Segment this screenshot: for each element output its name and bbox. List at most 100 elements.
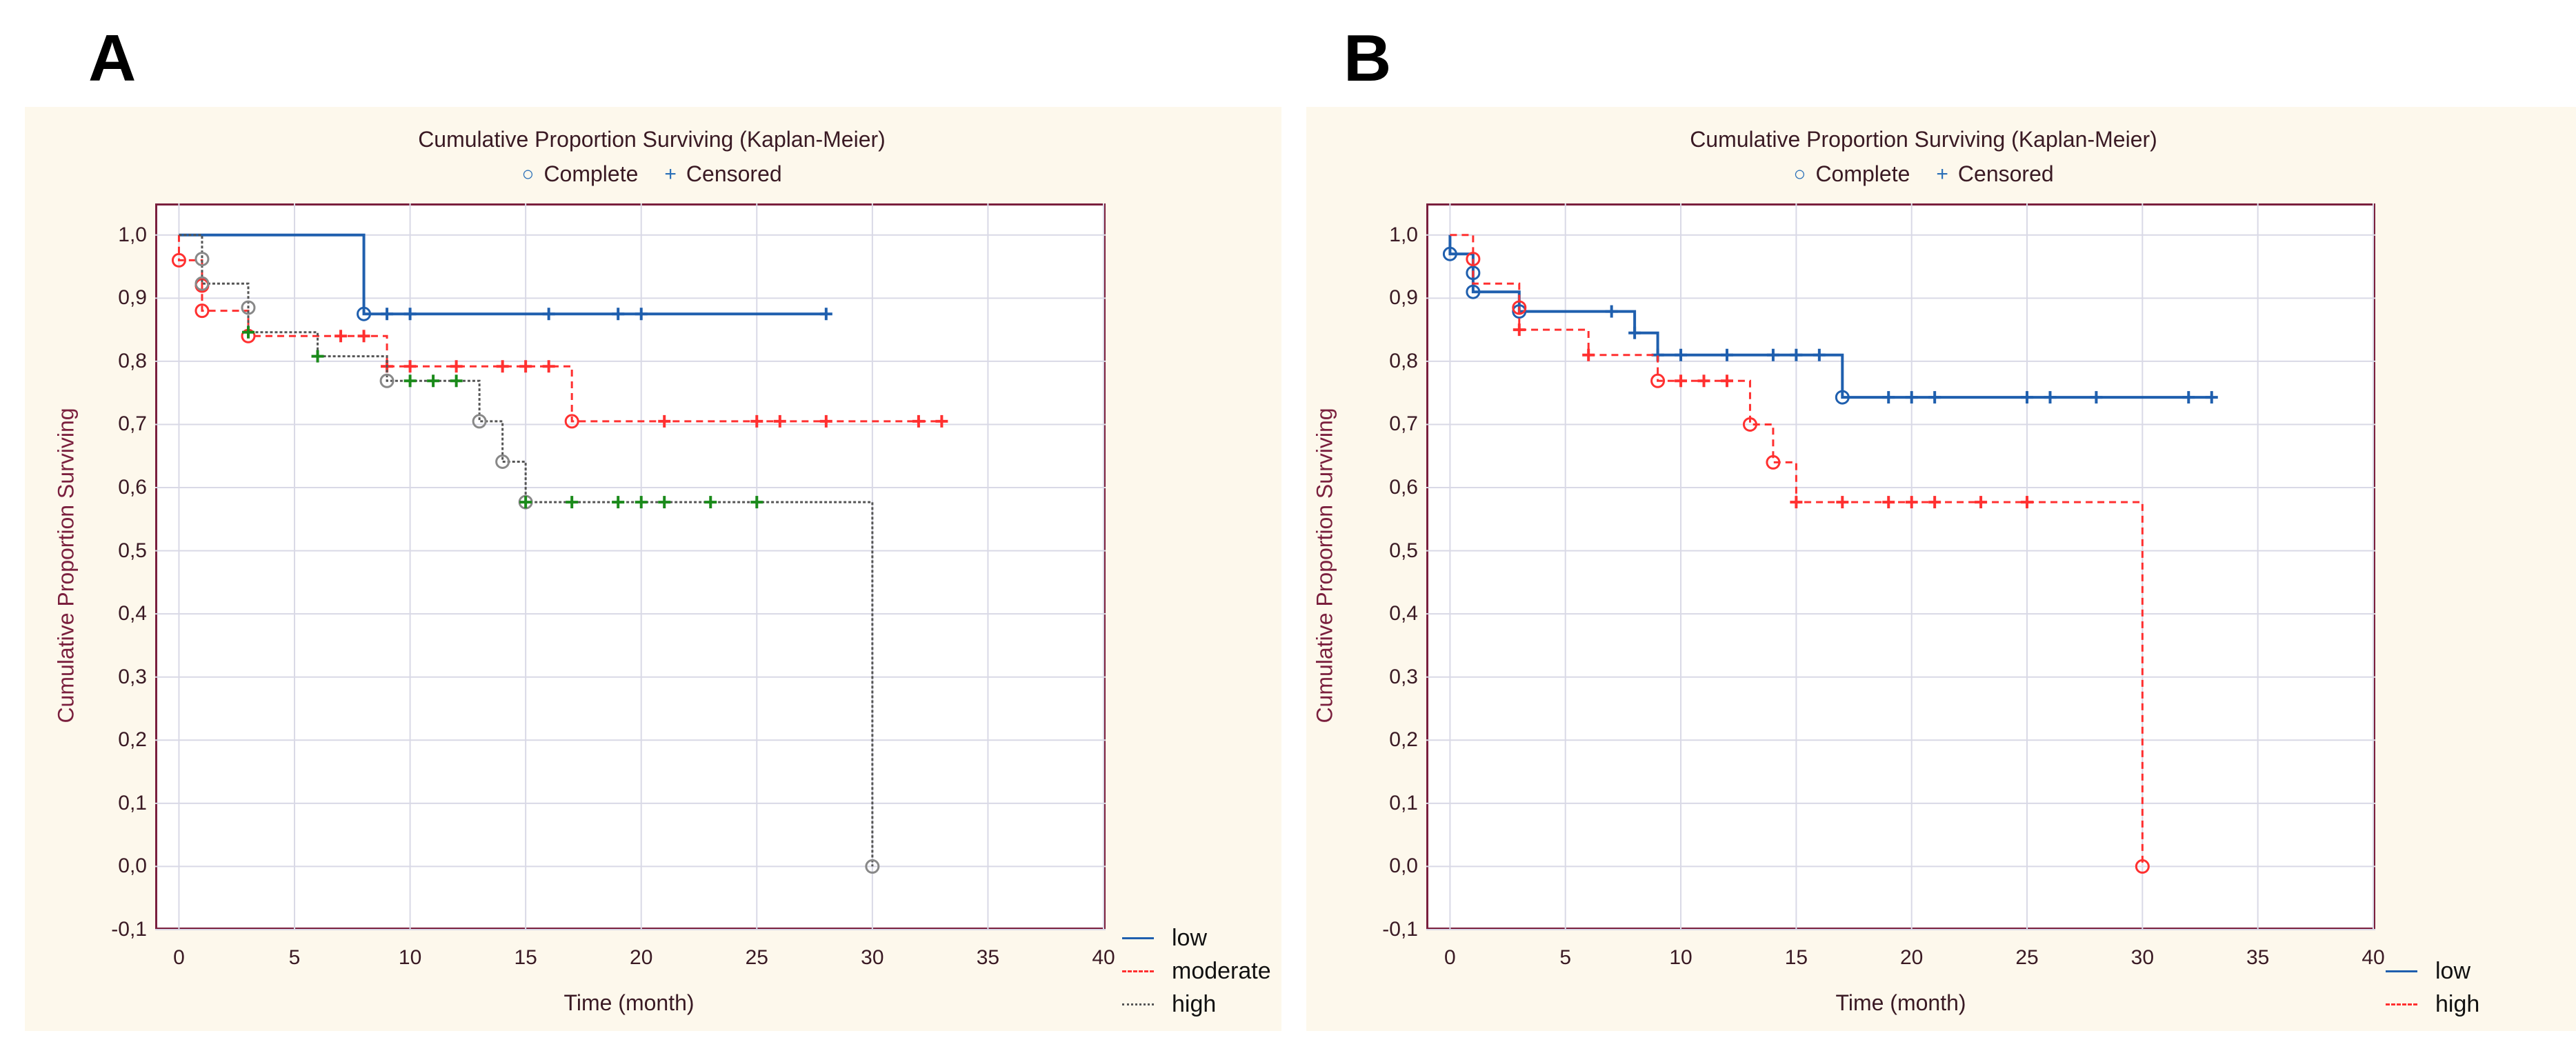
censored-marker-low xyxy=(403,308,417,321)
censored-marker-low xyxy=(1675,348,1688,361)
censored-marker-high xyxy=(1905,496,1918,509)
censored-marker-high xyxy=(1975,496,1988,509)
complete-marker-low xyxy=(1442,246,1457,261)
legend-item-low: low xyxy=(2386,958,2470,985)
km-curve-high xyxy=(1450,234,2144,867)
complete-marker-high xyxy=(865,859,880,874)
y-tick-label: 0,5 xyxy=(1389,539,1418,562)
censored-marker-moderate xyxy=(542,360,555,373)
censored-marker-moderate xyxy=(496,360,509,373)
complete-marker-moderate xyxy=(171,252,186,268)
y-tick-label: 0,1 xyxy=(118,791,147,814)
chart-title-a: Cumulative Proportion Surviving (Kaplan-… xyxy=(418,127,886,152)
legend-item-high: high xyxy=(2386,991,2479,1018)
complete-marker-high xyxy=(1650,373,1666,388)
y-tick-label: 0,7 xyxy=(1389,412,1418,436)
censored-marker-low xyxy=(1628,326,1641,339)
censored-marker-high xyxy=(658,496,671,509)
y-tick-label: 0,2 xyxy=(1389,728,1418,752)
km-curve-moderate xyxy=(177,234,942,423)
censored-marker-moderate xyxy=(773,414,786,428)
legend-label: moderate xyxy=(1172,958,1271,984)
censored-marker-low xyxy=(2090,391,2103,404)
marker-legend-b: ○ Complete + Censored xyxy=(1793,161,2053,187)
censored-marker-low xyxy=(1790,348,1803,361)
censored-marker-high xyxy=(403,374,417,388)
censored-marker-low xyxy=(1928,391,1941,404)
panel-letter-b: B xyxy=(1344,21,1392,95)
legend-swatch xyxy=(1122,937,1154,939)
y-tick-label: -0,1 xyxy=(1382,918,1418,941)
km-curve-high xyxy=(179,234,874,867)
marker-legend-a: ○ Complete + Censored xyxy=(521,161,781,187)
y-tick-label: 0,0 xyxy=(1389,854,1418,878)
plot-frame-b xyxy=(1426,203,2375,930)
y-tick-label: 0,3 xyxy=(1389,665,1418,688)
legend-swatch xyxy=(2386,1003,2417,1005)
censored-marker-high xyxy=(635,496,648,509)
legend-label: low xyxy=(2435,958,2471,984)
x-tick-label: 15 xyxy=(514,946,537,969)
censored-marker-high xyxy=(241,326,254,339)
censored-marker-high xyxy=(1697,374,1710,388)
complete-marker-high xyxy=(194,276,210,291)
y-tick-label: 0,8 xyxy=(1389,349,1418,372)
complete-marker-low xyxy=(1512,304,1527,319)
censored-marker-low xyxy=(1882,391,1895,404)
complete-marker-high xyxy=(495,454,510,470)
complete-marker-low xyxy=(1466,284,1481,299)
censored-marker-low xyxy=(1766,348,1779,361)
censored-marker-high xyxy=(612,496,625,509)
x-tick-label: 40 xyxy=(2362,946,2385,969)
x-tick-label: 25 xyxy=(745,946,768,969)
censored-marker-low xyxy=(2182,391,2195,404)
censored-marker-moderate xyxy=(912,414,925,428)
censored-marker-high xyxy=(566,496,579,509)
legend-label: high xyxy=(2435,991,2480,1017)
y-tick-label: 0,6 xyxy=(1389,476,1418,499)
x-axis-label-a: Time (month) xyxy=(563,990,695,1015)
x-tick-label: 35 xyxy=(976,946,1000,969)
censored-marker-low xyxy=(2044,391,2057,404)
censored-marker-high xyxy=(750,496,763,509)
complete-marker-moderate xyxy=(194,303,210,319)
x-tick-label: 20 xyxy=(630,946,653,969)
y-axis-label-a: Cumulative Proportion Surviving xyxy=(53,408,79,723)
y-tick-label: 0,5 xyxy=(118,539,147,562)
censored-marker-moderate xyxy=(819,414,832,428)
censored-marker-moderate xyxy=(658,414,671,428)
censored-marker-low xyxy=(1605,305,1618,318)
y-tick-label: -0,1 xyxy=(111,918,147,941)
marker-legend-censored: Censored xyxy=(1957,161,2054,186)
complete-marker-high xyxy=(472,414,487,429)
x-tick-label: 20 xyxy=(1900,946,1924,969)
x-tick-label: 30 xyxy=(861,946,884,969)
x-tick-label: 25 xyxy=(2015,946,2039,969)
complete-marker-low xyxy=(1466,266,1481,281)
marker-legend-censored: Censored xyxy=(686,161,782,186)
y-tick-label: 0,6 xyxy=(118,476,147,499)
marker-legend-complete: Complete xyxy=(543,161,639,186)
complete-circle-icon: ○ xyxy=(1793,162,1806,186)
censored-marker-low xyxy=(1720,348,1733,361)
marker-legend-complete: Complete xyxy=(1815,161,1910,186)
complete-marker-high xyxy=(241,300,256,315)
y-tick-label: 0,9 xyxy=(118,286,147,310)
plot-area-b xyxy=(1426,203,2375,930)
censored-marker-high xyxy=(311,350,324,363)
km-curve-low xyxy=(1448,234,2212,399)
censored-marker-moderate xyxy=(335,330,348,343)
legend-swatch xyxy=(1122,1003,1154,1005)
complete-marker-low xyxy=(1835,390,1850,405)
legend-item-low: low xyxy=(1122,925,1207,952)
censored-marker-high xyxy=(1882,496,1895,509)
legend-label: high xyxy=(1172,991,1217,1017)
complete-marker-high xyxy=(2135,859,2150,874)
complete-marker-high xyxy=(1466,252,1481,267)
legend-item-high: high xyxy=(1122,991,1216,1018)
censored-marker-high xyxy=(1720,374,1733,388)
censored-marker-moderate xyxy=(750,414,763,428)
censored-marker-low xyxy=(2205,391,2218,404)
censored-plus-icon: + xyxy=(1936,162,1948,186)
censored-marker-high xyxy=(1790,496,1803,509)
